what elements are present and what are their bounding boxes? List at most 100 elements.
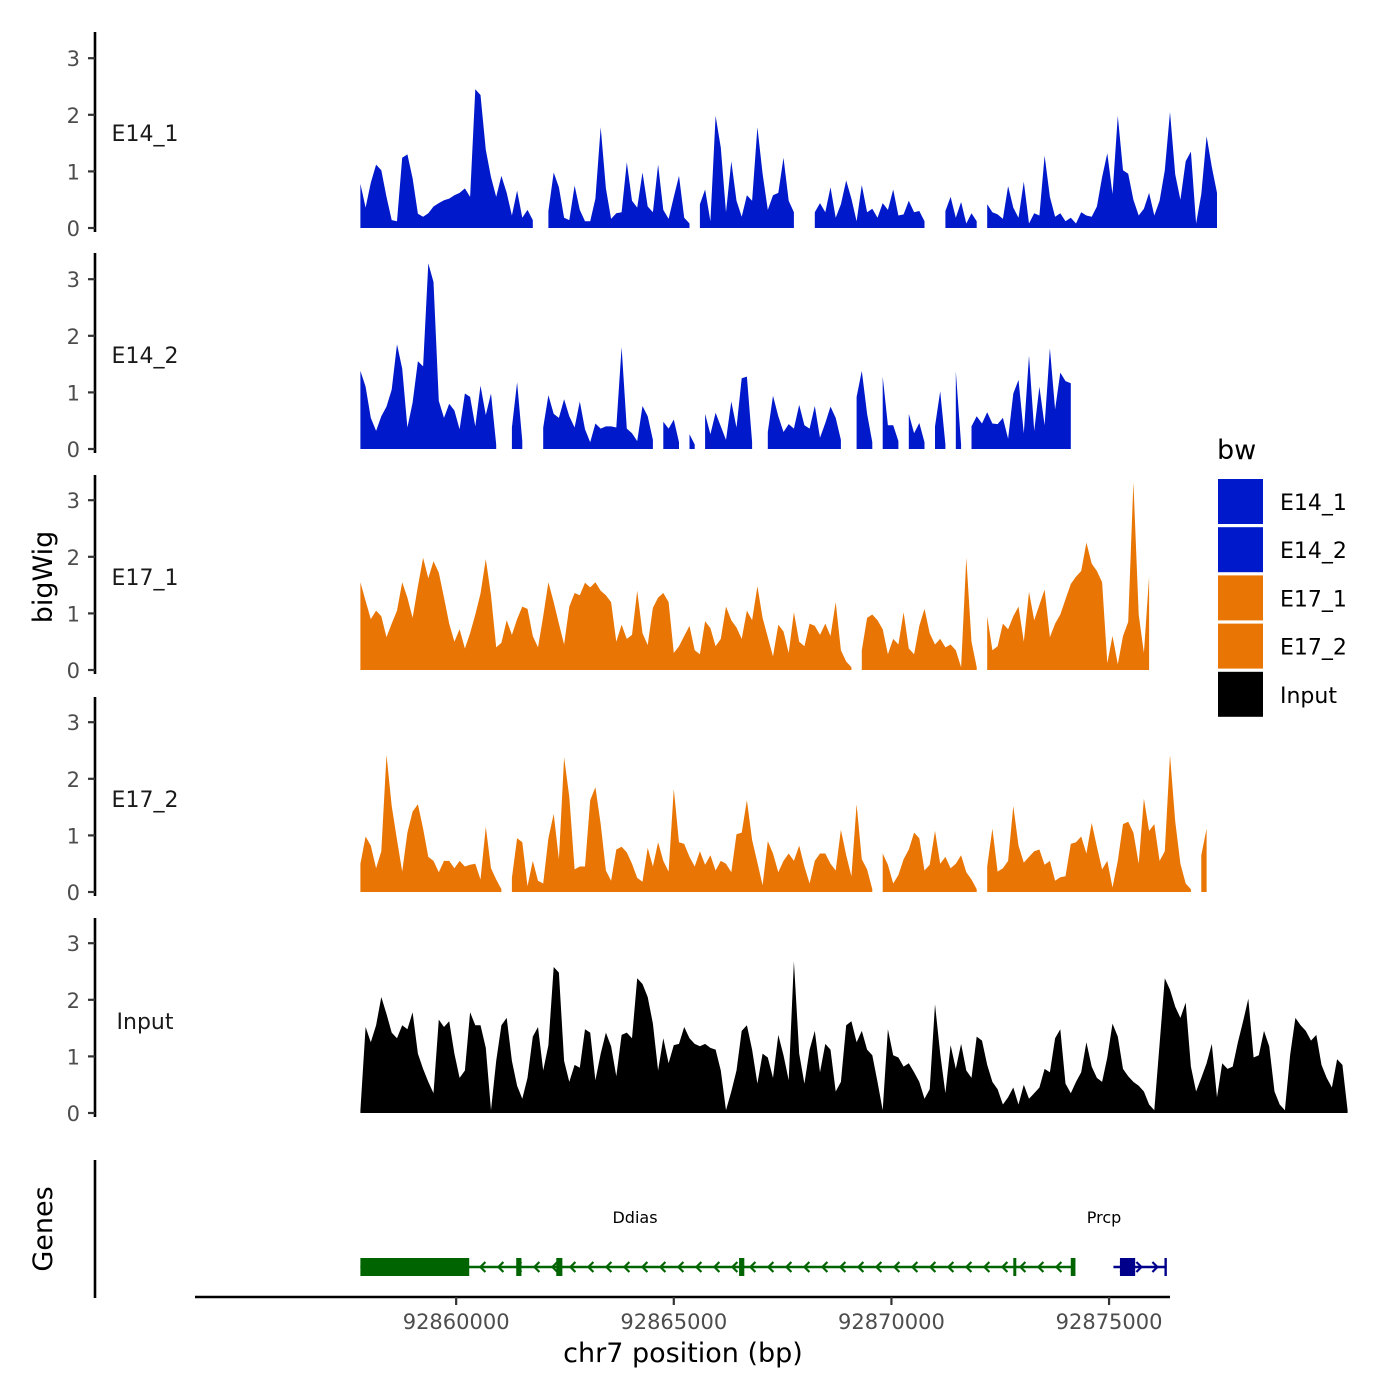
y-tick-label: 1 [67, 160, 80, 184]
signal-area-E14_1 [360, 89, 533, 228]
gene-exon [739, 1258, 745, 1276]
y-tick-label: 3 [67, 268, 80, 292]
signal-area-E14_1 [548, 127, 690, 228]
strand-arrow [928, 1261, 937, 1273]
strand-arrow [946, 1261, 955, 1273]
track-label: E17_1 [112, 566, 179, 591]
signal-area-E14_2 [908, 413, 925, 449]
signal-area-E14_1 [945, 196, 977, 228]
track-label: E14_2 [112, 344, 179, 369]
strand-arrow [964, 1261, 973, 1273]
strand-arrow [604, 1261, 613, 1273]
genes-track-title: Genes [28, 1186, 59, 1271]
strand-arrow [784, 1261, 793, 1273]
y-tick-label: 2 [67, 546, 80, 570]
strand-arrow [622, 1261, 631, 1273]
track-E17_2: 0 1 2 3 E17_2 [67, 697, 1207, 905]
strand-arrow [550, 1261, 559, 1273]
signal-area-E14_2 [511, 382, 523, 449]
strand-arrow [478, 1261, 487, 1273]
x-axis-ticks: 92860000 92865000 92870000 92875000 [403, 1297, 1163, 1334]
signal-area-E14_2 [360, 263, 497, 449]
bigwig-tracks: 0 1 2 3 E14_1 0 1 2 3 E14_2 0 1 2 3 E17_1 0 1 2 3 E17_2 0 1 2 3… [67, 32, 1348, 1126]
y-tick-label: 0 [67, 438, 80, 462]
gene-label: Ddias [612, 1208, 657, 1227]
y-tick-label: 0 [67, 1102, 80, 1126]
strand-arrow [586, 1261, 595, 1273]
strand-arrow [838, 1261, 847, 1273]
x-tick-label: 92870000 [838, 1310, 945, 1334]
legend-swatch-E14_2 [1218, 527, 1263, 573]
y-tick-label: 2 [67, 989, 80, 1013]
y-tick-label: 1 [67, 381, 80, 405]
gene-label: Prcp [1087, 1208, 1122, 1227]
strand-arrow [1036, 1261, 1045, 1273]
strand-arrow [892, 1261, 901, 1273]
signal-area-E17_1 [987, 482, 1150, 670]
legend-label-E14_2: E14_2 [1280, 539, 1347, 564]
legend-label-E17_1: E17_1 [1280, 587, 1347, 612]
y-tick-label: 3 [67, 489, 80, 513]
signal-area-E17_2 [882, 830, 977, 892]
x-tick-label: 92875000 [1056, 1310, 1163, 1334]
track-Input: 0 1 2 3 Input [67, 918, 1348, 1126]
gene-Ddias: Ddias [360, 1208, 1076, 1276]
signal-area-E17_2 [987, 755, 1191, 892]
y-tick-label: 2 [67, 325, 80, 349]
strand-arrow [802, 1261, 811, 1273]
strand-arrow [496, 1261, 505, 1273]
y-tick-label: 3 [67, 932, 80, 956]
strand-arrow [982, 1261, 991, 1273]
strand-arrow [730, 1261, 739, 1273]
strand-arrow [856, 1261, 865, 1273]
signal-area-E14_2 [689, 434, 695, 449]
signal-area-E17_1 [861, 557, 977, 670]
signal-area-E14_2 [856, 370, 873, 449]
legend-swatch-E17_1 [1218, 575, 1263, 621]
signal-area-E17_1 [360, 557, 852, 670]
strand-arrow [568, 1261, 577, 1273]
y-tick-label: 0 [67, 881, 80, 905]
strand-arrow [874, 1261, 883, 1273]
signal-area-E14_2 [935, 391, 946, 449]
y-tick-label: 3 [67, 47, 80, 71]
strand-arrow [676, 1261, 685, 1273]
legend-label-Input: Input [1280, 684, 1337, 709]
signal-area-E17_2 [360, 755, 502, 892]
strand-arrow [712, 1261, 721, 1273]
gene-exon [1013, 1258, 1017, 1276]
strand-arrow [1151, 1261, 1159, 1273]
x-tick-label: 92860000 [403, 1310, 510, 1334]
signal-area-E17_2 [1201, 828, 1207, 892]
signal-area-Input [360, 961, 1348, 1113]
signal-area-E14_2 [663, 419, 679, 449]
y-tick-label: 2 [67, 104, 80, 128]
gene-exon [516, 1258, 522, 1276]
strand-arrow [1018, 1261, 1027, 1273]
y-tick-label: 3 [67, 711, 80, 735]
strand-arrow [1000, 1261, 1009, 1273]
y-tick-label: 2 [67, 768, 80, 792]
x-axis-title: chr7 position (bp) [563, 1338, 803, 1369]
signal-area-E14_2 [882, 376, 899, 449]
legend: E14_1 E14_2 E17_1 E17_2 Input [1218, 479, 1347, 717]
signal-area-E14_2 [543, 347, 653, 449]
gene-annotations: Ddias Prcp [360, 1208, 1167, 1276]
gene-exon [556, 1258, 563, 1276]
track-E14_1: 0 1 2 3 E14_1 [67, 32, 1217, 241]
signal-area-E14_2 [705, 376, 753, 449]
y-tick-label: 0 [67, 659, 80, 683]
signal-area-E14_2 [767, 395, 841, 449]
strand-arrow [820, 1261, 829, 1273]
legend-title: bw [1217, 435, 1256, 466]
track-label: E17_2 [112, 788, 179, 813]
gene-exon [1119, 1258, 1136, 1276]
legend-swatch-E14_1 [1218, 479, 1263, 524]
legend-swatch-E17_2 [1218, 623, 1263, 669]
y-tick-label: 0 [67, 217, 80, 241]
x-tick-label: 92865000 [620, 1310, 727, 1334]
track-E17_1: 0 1 2 3 E17_1 [67, 475, 1150, 683]
gene-Prcp: Prcp [1087, 1208, 1167, 1276]
y-tick-label: 1 [67, 824, 80, 848]
